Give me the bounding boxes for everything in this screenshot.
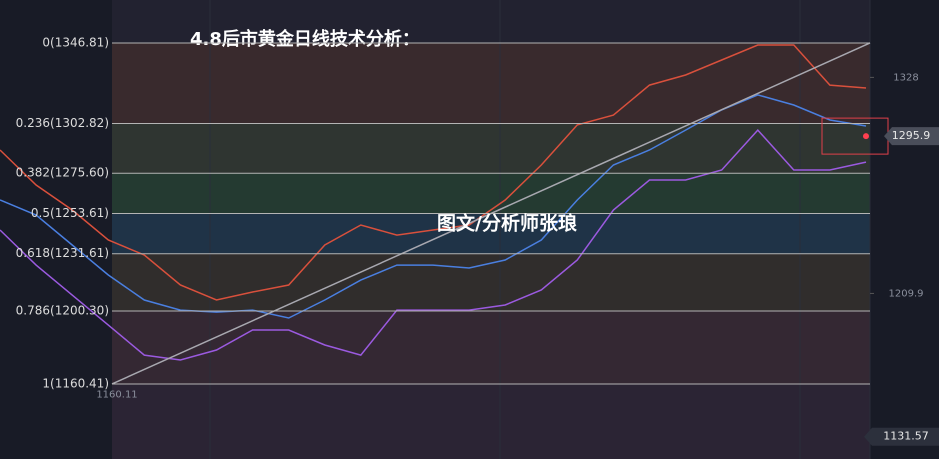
fib-label: 0.5(1253.61) (31, 206, 109, 220)
fib-label: 0.236(1302.82) (16, 116, 109, 130)
price-tag (884, 127, 939, 146)
fib-zone (112, 311, 870, 384)
fib-zone (112, 213, 870, 254)
low-tag (864, 427, 939, 446)
top-zone (112, 0, 870, 43)
fib-label: 0(1346.81) (42, 35, 109, 49)
chart-title: 4.8后市黄金日线技术分析： (190, 28, 420, 50)
price-dot (863, 133, 869, 140)
fib-label: 0.618(1231.61) (16, 246, 109, 260)
band-line (0, 44, 867, 301)
fib-label: 1(1160.41) (42, 376, 109, 390)
fib-label: 0.786(1200.30) (16, 304, 109, 318)
fib-zone (112, 253, 870, 312)
low-label: 1131.57 (883, 430, 929, 443)
band-line (0, 128, 867, 361)
low-mark-label: 1160.11 (96, 390, 137, 401)
fib-zone (112, 173, 870, 214)
price-label: 1295.9 (892, 129, 931, 142)
y-tick-label: 1328 (893, 72, 918, 83)
fib-zone (112, 42, 870, 124)
fib-zone (112, 383, 870, 459)
fib-zone (112, 123, 870, 174)
y-tick-label: 1209.9 (889, 288, 924, 299)
watermark: 图文/分析师张琅 (437, 212, 578, 235)
fib-label: 0.382(1275.60) (16, 166, 109, 180)
